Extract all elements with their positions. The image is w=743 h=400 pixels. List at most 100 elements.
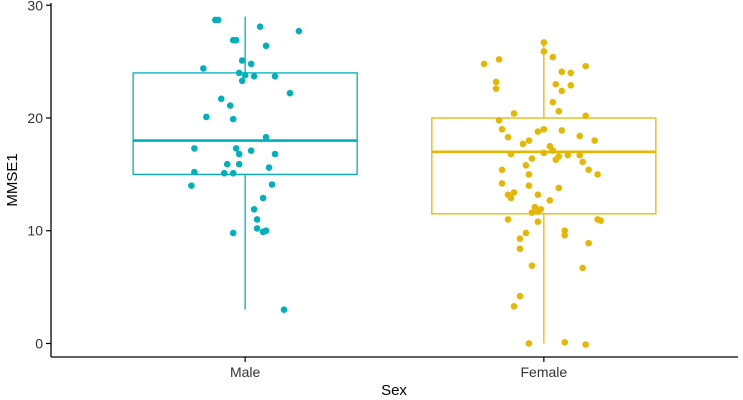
data-point [522,229,530,237]
data-point [582,62,589,70]
y-tick-label: 30 [27,0,43,13]
data-point [247,60,255,68]
data-point [522,162,530,169]
data-point [250,206,258,213]
data-point [510,302,518,310]
data-point [498,125,506,133]
data-point [516,245,524,253]
y-tick-label: 0 [35,335,43,351]
data-point [188,182,195,189]
data-point [558,127,566,134]
data-point [555,184,563,192]
data-point [268,181,276,188]
data-point [576,132,583,140]
box-group-female [431,39,657,348]
data-point [262,227,270,235]
x-axis-title: Sex [381,382,407,399]
data-point [295,27,303,35]
data-point [498,180,506,187]
x-tick-label-male: Male [230,364,261,380]
y-tick-label: 20 [27,110,43,126]
data-point [232,36,240,44]
data-point [516,235,524,242]
data-point [549,98,557,106]
data-point [534,218,542,226]
data-point [492,78,500,86]
data-point [549,147,557,154]
data-point [238,77,246,85]
box-iqr [431,117,657,215]
data-point [579,264,586,272]
data-point [585,239,592,247]
data-point [591,137,598,144]
data-point [567,81,575,89]
data-point [552,80,560,88]
data-point [498,166,506,174]
plot-area [132,16,657,348]
data-point [229,229,237,237]
data-point [540,149,548,157]
data-point [582,112,589,120]
data-point [585,166,592,174]
data-point [200,65,207,72]
data-point [549,53,557,61]
data-point [262,42,270,50]
data-point [594,171,601,178]
data-point [217,95,225,103]
data-point [540,48,548,55]
data-point [507,150,515,158]
data-point [229,115,237,123]
data-point [540,39,548,46]
y-ticks: 0 10 20 30 [27,0,51,351]
box-iqr [132,72,358,176]
data-point [504,216,512,223]
data-point [226,102,234,109]
data-point [191,145,198,152]
data-point [534,128,542,135]
data-point [504,133,512,141]
x-tick-label-female: Female [521,364,568,380]
data-point [250,72,258,80]
data-point [525,182,533,189]
data-point [510,189,518,196]
data-point [525,340,533,347]
data-point [528,262,536,269]
data-point [238,57,246,64]
data-point [561,227,569,235]
box-group-male [132,16,358,313]
data-point [229,169,237,177]
data-point [507,194,515,202]
data-point [561,231,569,239]
data-point [510,110,518,117]
data-point [235,69,243,77]
data-point [271,72,279,80]
data-point [262,133,270,141]
data-point [495,116,503,124]
data-point [223,160,231,168]
data-point [576,151,583,159]
data-point [286,89,294,97]
data-point [280,306,288,313]
data-point [214,16,222,24]
data-point [558,68,566,76]
data-point [235,150,243,158]
data-point [528,155,536,162]
data-point [480,60,488,68]
data-point [256,23,264,30]
y-axis-title: MMSE1 [4,153,21,206]
data-point [203,113,210,121]
data-point [546,196,554,204]
data-point [561,339,569,346]
data-point [253,225,261,232]
data-point [519,140,527,148]
data-point [232,145,240,152]
data-point [516,292,524,300]
data-point [235,160,243,168]
data-point [259,194,267,202]
data-point [540,125,548,133]
data-point [220,169,228,177]
data-point [495,56,503,63]
data-point [253,216,261,223]
y-tick-label: 10 [27,223,43,239]
